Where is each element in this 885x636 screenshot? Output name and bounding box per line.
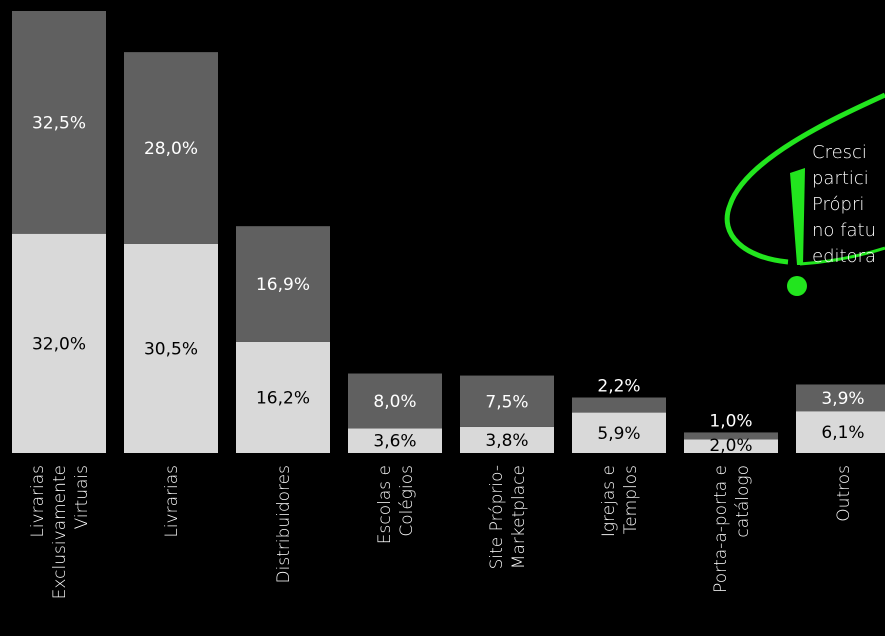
bar-segment-1-3 (236, 341, 330, 453)
value-label-2-8: 3,9% (821, 389, 864, 409)
bar-segment-2-4 (348, 373, 442, 429)
category-label-6: Igrejas e Templos (599, 465, 641, 537)
category-label-4-line-1: Escolas e (375, 465, 395, 544)
category-label-4: Escolas e Colégios (375, 465, 417, 544)
bar-segment-2-7 (684, 432, 778, 440)
bar-segment-1-2 (124, 243, 218, 453)
bar-segment-1-1 (12, 233, 106, 453)
exclamation-dot-icon (787, 276, 807, 296)
callout-line-2: partici (812, 168, 869, 189)
category-label-7-line-2: catálogo (733, 465, 753, 538)
value-label-1-7: 2,0% (709, 436, 752, 456)
callout-ellipse (724, 92, 885, 265)
callout-line-4: no fatu (812, 220, 876, 241)
value-label-2-1: 32,5% (32, 113, 86, 133)
category-label-6-line-2: Templos (621, 465, 641, 534)
category-label-2-line-1: Livrarias (162, 465, 182, 538)
bar-segment-1-8 (796, 411, 885, 453)
bar-segment-1-7 (684, 439, 778, 453)
category-label-1-line-1: Livrarias (28, 465, 48, 538)
value-label-2-5: 7,5% (485, 392, 528, 412)
callout-line-3: Própri (812, 194, 864, 215)
bars-layer (12, 11, 885, 453)
bar-segment-2-2 (124, 52, 218, 244)
callout-line-1: Cresci (812, 142, 867, 163)
category-labels-layer: Livrarias Exclusivamente Virtuais Livrarias… (28, 465, 854, 599)
value-label-2-3: 16,9% (256, 275, 310, 295)
category-label-5-line-2: Marketplace (509, 465, 529, 569)
value-label-1-3: 16,2% (256, 388, 310, 408)
value-label-2-6: 2,2% (597, 376, 640, 396)
value-label-1-6: 5,9% (597, 424, 640, 444)
category-label-5-line-1: Site Próprio- (487, 465, 507, 569)
category-label-7: Porta-a-porta e catálogo (711, 465, 753, 593)
value-label-1-2: 30,5% (144, 339, 198, 359)
value-label-1-1: 32,0% (32, 334, 86, 354)
category-label-1-line-2: Exclusivamente (50, 465, 70, 599)
value-label-1-5: 3,8% (485, 431, 528, 451)
bar-segment-2-8 (796, 384, 885, 412)
value-label-1-4: 3,6% (373, 432, 416, 452)
category-label-8-line-1: Outros (834, 465, 854, 522)
value-label-1-8: 6,1% (821, 423, 864, 443)
bar-segment-1-6 (572, 412, 666, 453)
bar-segment-2-6 (572, 397, 666, 413)
bar-segment-2-3 (236, 226, 330, 342)
category-label-5: Site Próprio- Marketplace (487, 465, 529, 569)
category-label-1: Livrarias Exclusivamente Virtuais (28, 465, 92, 599)
callout-ellipse-inner (799, 246, 885, 266)
category-label-8: Outros (834, 465, 854, 522)
bar-segment-2-1 (12, 11, 106, 234)
category-label-3-line-1: Distribuidores (274, 465, 294, 583)
category-label-7-line-1: Porta-a-porta e (711, 465, 731, 593)
bar-segment-2-5 (460, 375, 554, 427)
value-label-2-4: 8,0% (373, 392, 416, 412)
bar-segment-1-4 (348, 428, 442, 453)
category-label-4-line-2: Colégios (397, 465, 417, 537)
category-label-1-line-3: Virtuais (72, 465, 92, 529)
exclamation-icon (790, 168, 805, 265)
labels-layer: 32,0% 32,5% 30,5% 28,0% 16,2% 16,9% 3,6% 8,0% 3,… (32, 113, 865, 456)
category-label-6-line-1: Igrejas e (599, 465, 619, 537)
category-label-2: Livrarias (162, 465, 182, 538)
callout-line-5: editora (812, 246, 876, 267)
category-label-3: Distribuidores (274, 465, 294, 583)
value-label-2-7: 1,0% (709, 411, 752, 431)
value-label-2-2: 28,0% (144, 139, 198, 159)
highlight-callout: Cresci partici Própri no fatu editora (724, 92, 885, 296)
bar-segment-1-5 (460, 426, 554, 453)
